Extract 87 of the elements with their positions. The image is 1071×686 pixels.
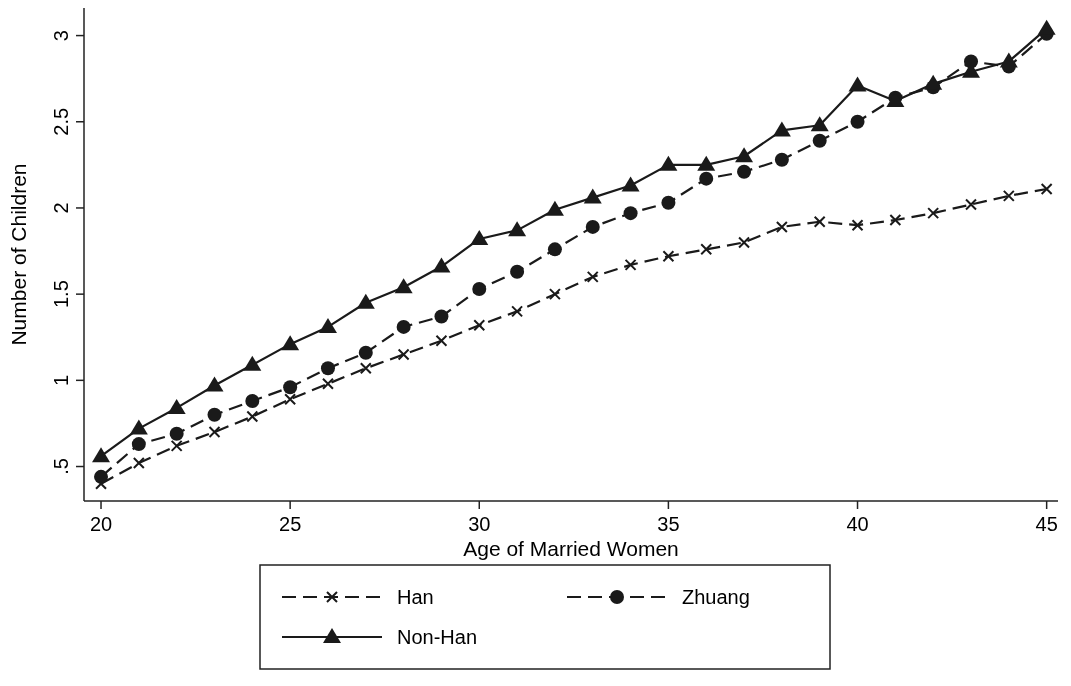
point (321, 377, 334, 390)
point (810, 116, 829, 132)
point (396, 319, 411, 334)
point (624, 258, 637, 271)
point (205, 376, 224, 392)
point (548, 288, 561, 301)
point (320, 361, 335, 376)
point (545, 200, 564, 216)
point (434, 309, 449, 324)
point (583, 188, 602, 204)
point (623, 206, 638, 221)
legend-label: Non-Han (397, 626, 478, 648)
point (397, 348, 410, 361)
point (131, 437, 146, 452)
point (812, 133, 827, 148)
point (356, 293, 375, 309)
y-tick-label: 2.5 (50, 107, 72, 136)
point (586, 270, 599, 283)
point (738, 236, 751, 249)
y-axis-title: Number of Children (7, 163, 30, 346)
point (697, 155, 716, 171)
point (700, 243, 713, 256)
point (772, 121, 791, 137)
point (848, 76, 867, 92)
point (246, 410, 259, 423)
point (927, 207, 940, 220)
point (473, 319, 486, 332)
point (208, 426, 221, 439)
point (359, 362, 372, 375)
point (129, 419, 148, 435)
point (432, 257, 451, 273)
point (394, 278, 413, 294)
y-tick-label: 3 (50, 30, 72, 42)
x-tick-label: 45 (1035, 513, 1058, 535)
point (699, 171, 714, 186)
point (851, 219, 864, 232)
x-tick-label: 20 (89, 513, 113, 535)
x-tick-label: 35 (657, 513, 680, 535)
point (924, 74, 943, 90)
legend-label: Han (397, 586, 434, 608)
y-tick-label: 1.5 (50, 280, 72, 309)
point (661, 195, 676, 210)
point (735, 147, 754, 163)
point (92, 447, 111, 463)
point (132, 457, 145, 470)
point (167, 398, 186, 414)
point (662, 250, 675, 263)
x-tick-label: 25 (279, 513, 302, 535)
point (284, 393, 297, 406)
point (358, 345, 373, 360)
point (737, 164, 752, 179)
point (889, 214, 902, 227)
point (999, 52, 1018, 68)
point (283, 380, 298, 395)
legend-label: Zhuang (682, 586, 750, 608)
point (435, 334, 448, 347)
x-tick-label: 30 (468, 513, 491, 535)
point (547, 242, 562, 257)
point (169, 426, 184, 441)
point (170, 439, 183, 452)
x-tick-label: 40 (846, 513, 869, 535)
point (511, 305, 524, 318)
point (245, 394, 260, 409)
point (965, 198, 977, 211)
point (508, 221, 527, 237)
point (207, 407, 222, 422)
point (1002, 189, 1015, 202)
point (243, 355, 262, 371)
point (1037, 19, 1056, 35)
x-axis-title: Age of Married Women (463, 537, 679, 560)
y-tick-label: .5 (50, 458, 72, 475)
point (470, 229, 489, 245)
point (318, 317, 337, 333)
point (94, 469, 109, 484)
point (774, 152, 789, 167)
point (850, 114, 865, 129)
point (472, 281, 487, 296)
y-tick-label: 1 (50, 374, 72, 386)
point (510, 264, 525, 279)
point (281, 335, 300, 351)
point (621, 176, 640, 192)
point (775, 220, 788, 233)
point (659, 155, 678, 171)
point (1040, 183, 1053, 195)
point (585, 219, 600, 234)
y-tick-label: 2 (50, 202, 72, 214)
point (813, 215, 826, 228)
